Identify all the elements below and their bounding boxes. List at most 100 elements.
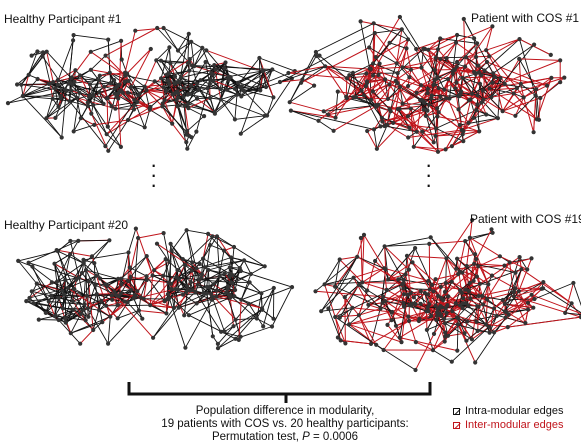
network-node [107,70,112,75]
network-node [88,49,93,54]
network-node [442,87,447,92]
intra-modular-edge [190,85,208,89]
network-node [91,103,96,108]
intra-modular-edge [149,304,167,314]
intra-modular-edge [98,72,111,81]
network-node [532,42,537,47]
network-node [170,121,175,126]
network-node [436,86,441,91]
network-node [511,91,516,96]
network-node [426,47,431,52]
intra-modular-edge [107,278,119,287]
network-node [380,119,385,124]
inter-modular-edge [146,89,165,101]
network-node [475,41,480,46]
intra-modular-edge [220,76,229,100]
network-node [106,148,111,153]
network-node [204,48,209,53]
intra-modular-edge [186,131,197,149]
intra-modular-edge [61,92,80,97]
intra-modular-edge [91,239,110,257]
intra-modular-edge [68,83,80,94]
caption-line-1: Population difference in modularity, [195,405,375,417]
network-node [453,86,458,91]
network-node [189,39,194,44]
network-node [490,80,495,85]
network-node [172,81,177,86]
intra-modular-edge [73,124,95,132]
network-node [414,90,419,95]
network-node [119,38,124,44]
network-node [271,95,276,100]
intra-modular-edge [368,32,376,48]
intra-modular-edge [279,32,376,83]
inter-modular-edge [458,99,470,110]
network-node [414,129,419,134]
network-node [58,96,63,101]
inter-modular-edge [118,92,135,106]
intra-modular-edge [192,268,197,291]
network-node [35,49,40,54]
network-node [136,93,141,98]
network-node [50,96,55,101]
intra-modular-edge [421,99,435,143]
inter-modular-edge [133,93,173,110]
network-node [455,59,460,65]
network-node [425,108,430,113]
intra-modular-edge [54,263,63,291]
network-node [203,59,208,65]
inter-modular-edge [454,69,476,75]
inter-modular-edge [375,80,397,106]
intra-modular-edge [177,41,192,51]
network-node [521,95,526,100]
network-node [175,48,181,53]
intra-modular-edge [20,52,44,85]
inter-modular-edge [54,263,80,279]
inter-modular-edge [373,117,383,130]
intra-modular-edge [48,301,85,305]
intra-modular-edge [22,78,38,97]
inter-modular-edge [480,74,493,84]
network-node [71,33,76,38]
intra-modular-edge [376,124,388,149]
inter-modular-edge [435,133,463,137]
inter-modular-edge [165,299,168,314]
network-node [470,91,475,96]
inter-modular-edge [427,49,436,81]
network-node [454,80,459,85]
intra-modular-edge [171,250,184,260]
inter-modular-edge [333,104,379,132]
intra-modular-edge [89,82,111,85]
intra-modular-edge [479,83,492,98]
network-node [531,130,536,135]
inter-modular-edge [196,98,215,113]
intra-modular-edge [125,75,155,82]
network-node [71,129,76,134]
intra-modular-edge [279,65,326,83]
network-node [481,97,486,102]
network-node [135,99,140,105]
network-node [55,82,60,87]
network-node [189,135,194,140]
network-node [363,84,369,89]
intra-modular-edge [22,87,56,97]
inter-modular-edge [49,83,54,99]
inter-modular-edge [402,66,429,94]
network-graph-3 [16,226,295,351]
intra-modular-edge [127,280,138,292]
network-node [429,93,434,98]
intra-modular-edge [54,309,74,317]
network-node [477,81,483,86]
intra-modular-edge [106,304,151,307]
intra-modular-edge [208,269,225,274]
network-node [456,107,461,112]
intra-modular-edge [440,58,466,67]
network-node [425,90,430,96]
inter-modular-edge [360,20,402,30]
intra-modular-edge [128,228,137,253]
inter-modular-edge [446,42,457,59]
intra-modular-edge [248,286,293,305]
caption-p-value: = 0.0006 [309,431,359,443]
inter-modular-edge [409,76,422,86]
network-node [461,16,466,22]
